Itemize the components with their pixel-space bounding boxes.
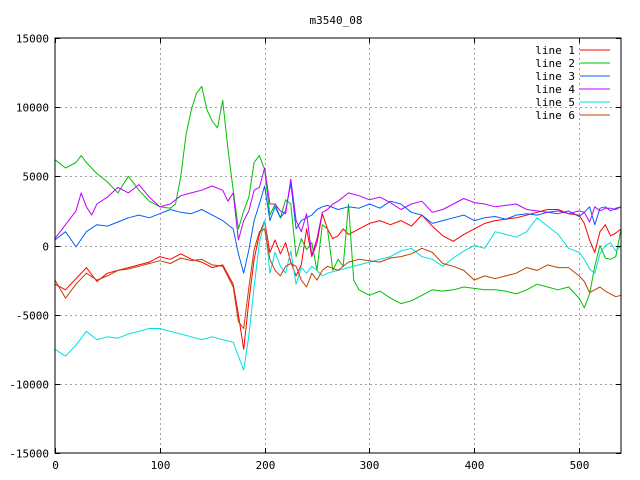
y-tick-label: -10000 <box>9 379 49 392</box>
chart-title: m3540_08 <box>310 14 363 27</box>
plot-frame <box>54 37 622 454</box>
x-tick-label: 300 <box>360 459 380 472</box>
series-line-3 <box>54 182 622 274</box>
y-tick-label: 0 <box>42 241 49 254</box>
x-tick-label: 100 <box>151 459 171 472</box>
series-line-1 <box>54 209 622 350</box>
y-tick-label: 10000 <box>16 102 49 115</box>
legend-label: line 4 <box>535 83 575 96</box>
y-tick-label: 5000 <box>23 171 50 184</box>
y-tick-label: -15000 <box>9 448 49 461</box>
y-tick-label: -5000 <box>16 310 49 323</box>
series-line-6 <box>54 228 622 329</box>
legend-label: line 5 <box>535 96 575 109</box>
y-tick-label: 15000 <box>16 33 49 46</box>
x-tick-label: 500 <box>570 459 590 472</box>
plot-lines <box>54 85 622 371</box>
legend-label: line 3 <box>535 70 575 83</box>
series-line-4 <box>54 167 622 256</box>
x-tick-label: 400 <box>465 459 485 472</box>
series-line-5 <box>54 217 622 371</box>
legend-label: line 1 <box>535 44 575 57</box>
x-tick-label: 0 <box>52 459 59 472</box>
x-tick-label: 200 <box>256 459 276 472</box>
legend-label: line 2 <box>535 57 575 70</box>
series-line-2 <box>54 85 622 309</box>
axis-ticks: 0 100 200 300 400 500 -15000 -10000 -5000 0 5000 10… <box>9 33 621 472</box>
legend-label: line 6 <box>535 109 575 122</box>
grid <box>55 38 621 453</box>
